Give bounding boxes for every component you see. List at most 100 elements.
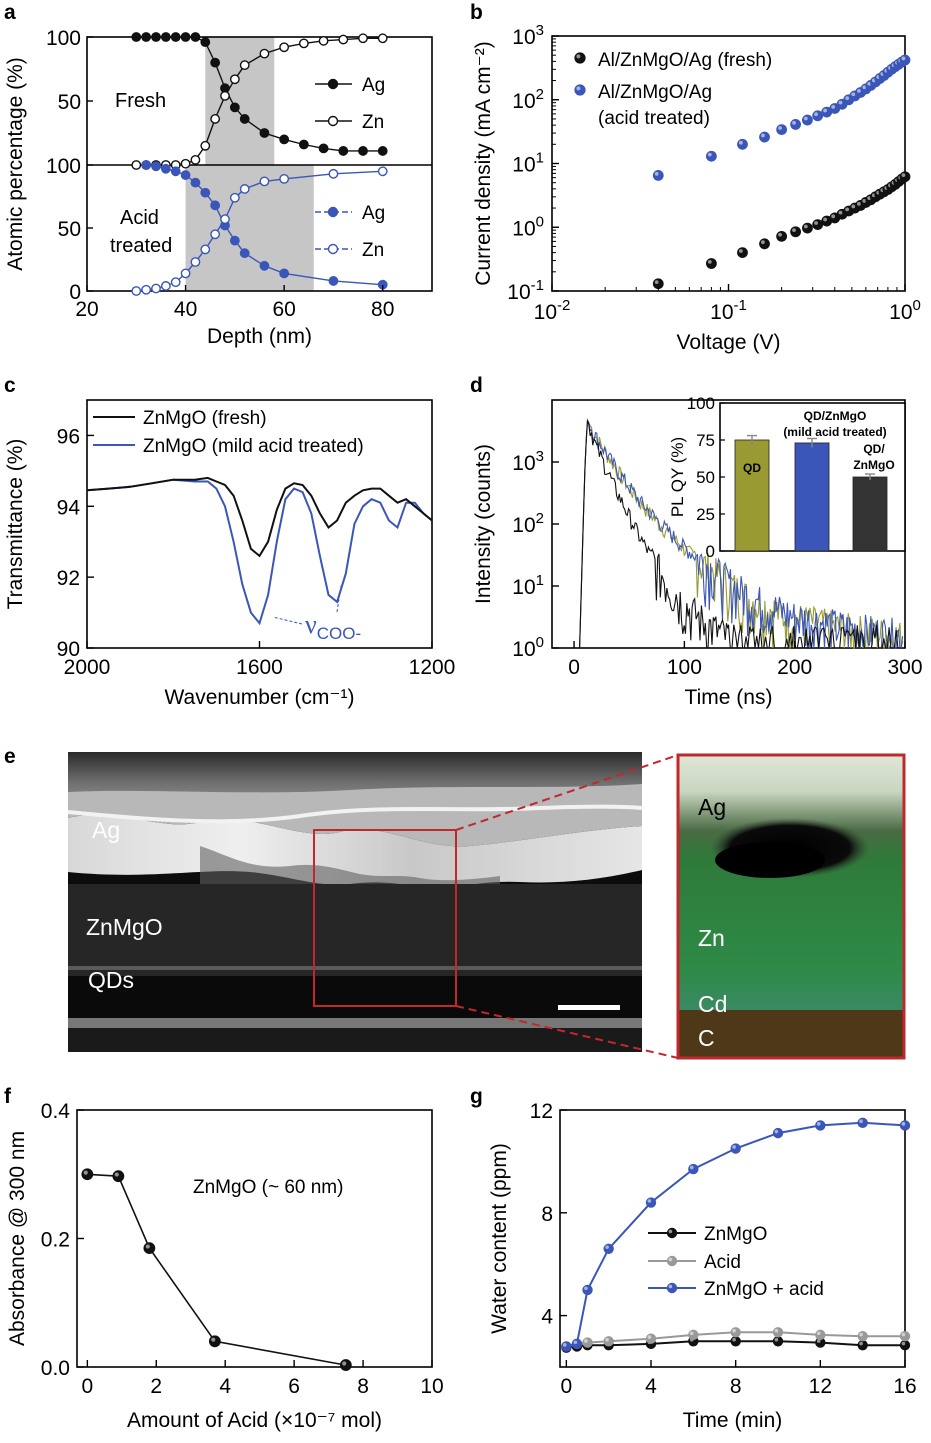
- data-point-znmgo: [899, 1339, 911, 1351]
- data-point-acid-highlight: [831, 104, 836, 109]
- data-point-znmgo-acid: [730, 1143, 741, 1154]
- data-point-absorbance: [208, 1335, 221, 1348]
- legend-marker-acid-ag: [327, 206, 339, 218]
- point-fresh-zn: [239, 60, 250, 71]
- y-tick-label-g: 4: [541, 1306, 553, 1329]
- data-point-acid: [759, 131, 770, 143]
- x-tick-label-c: 2000: [64, 656, 111, 679]
- data-point-znmgo: [857, 1339, 868, 1351]
- point-acid-ag: [170, 166, 181, 177]
- point-fresh-zn: [279, 42, 290, 53]
- point-acid-ag: [229, 235, 240, 246]
- x-tick-label-a: 40: [174, 298, 197, 321]
- eds-label-cd: Cd: [698, 991, 727, 1017]
- legend-marker-fresh-highlight: [576, 54, 581, 59]
- plot-frame-f: [76, 1109, 433, 1368]
- legend-label-acid-ag: Ag: [362, 203, 385, 224]
- inset-bar-label-qdznmgo-1: QD/ZnMgO: [804, 409, 867, 423]
- x-tick-label-f: 10: [420, 1375, 443, 1398]
- panel-letter-c: c: [4, 374, 16, 397]
- y-tick-label-g: 12: [530, 1100, 553, 1123]
- point-fresh-zn: [338, 34, 349, 45]
- legend-label-fresh: ZnMgO (fresh): [143, 408, 267, 429]
- data-point-znmgo-acid: [603, 1243, 614, 1254]
- point-acid-zn: [210, 229, 221, 240]
- legend-label-acid-1: Al/ZnMgO/Ag: [598, 82, 712, 103]
- data-point-znmgo-acid: [815, 1120, 826, 1131]
- data-point-fresh-highlight: [654, 280, 659, 285]
- data-point-acid-highlight: [845, 96, 850, 101]
- legend-label-fresh: Al/ZnMgO/Ag (fresh): [598, 50, 772, 71]
- data-point-acid: [730, 1327, 741, 1338]
- data-point-acid-highlight: [647, 1335, 652, 1339]
- point-fresh-ag: [338, 146, 349, 156]
- point-acid-zn: [131, 286, 142, 296]
- plot-frame-g: [559, 1109, 906, 1368]
- data-point-absorbance-highlight: [211, 1337, 216, 1342]
- inset-y-tick-label: 0: [706, 542, 715, 561]
- data-point-acid-highlight: [816, 1331, 821, 1336]
- point-acid-zn: [170, 277, 181, 288]
- data-point-acid: [802, 114, 813, 126]
- sem-label-ag: Ag: [92, 817, 120, 843]
- x-axis-label-b: Voltage (V): [677, 331, 781, 354]
- data-point-znmgo-highlight: [816, 1339, 821, 1343]
- data-point-acid-highlight: [859, 1332, 863, 1337]
- y-tick-label-g: 8: [541, 1203, 553, 1226]
- legend-marker-fresh-zn: [327, 115, 339, 127]
- point-fresh-zn: [318, 35, 329, 46]
- data-point-znmgo-acid: [772, 1127, 784, 1139]
- data-point-fresh-highlight: [862, 198, 867, 203]
- data-point-acid-highlight: [707, 152, 712, 157]
- x-tick-label-d: 0: [568, 656, 580, 679]
- data-point-acid-highlight: [857, 88, 861, 93]
- data-point-absorbance-highlight: [114, 1172, 119, 1177]
- point-fresh-ag: [239, 114, 250, 124]
- data-point-acid-highlight: [862, 85, 867, 90]
- panel-letter-e: e: [4, 745, 16, 768]
- data-point-fresh-highlight: [761, 240, 765, 245]
- plot-frame-b: [551, 35, 906, 292]
- data-point-znmgo-acid-highlight: [647, 1199, 652, 1203]
- inset-bar: [852, 476, 888, 552]
- y-axis-label-f: Absorbance @ 300 nm: [6, 1131, 29, 1346]
- data-point-acid-highlight: [851, 92, 856, 97]
- y-tick-label-c: 92: [57, 567, 80, 590]
- y-tick-label-a-bot-50: 50: [58, 218, 81, 241]
- legend-marker-acid: [574, 84, 586, 96]
- y-axis-label-g: Water content (ppm): [488, 1143, 511, 1334]
- y-tick-label-a-top-100: 100: [46, 27, 81, 50]
- series-line-fresh: [86, 476, 433, 558]
- data-point-znmgo-acid-highlight: [605, 1245, 609, 1250]
- panel-letter-g: g: [470, 1085, 483, 1108]
- data-point-fresh-highlight: [738, 249, 743, 253]
- data-point-absorbance: [112, 1170, 125, 1183]
- data-point-acid-highlight: [732, 1328, 736, 1333]
- y-tick-label-f: 0.0: [41, 1357, 70, 1380]
- data-point-acid: [790, 119, 802, 130]
- data-point-znmgo-acid-highlight: [689, 1165, 694, 1170]
- data-point-acid: [603, 1336, 614, 1347]
- inset-y-tick-label: 100: [687, 394, 715, 413]
- point-acid-ag: [151, 161, 161, 172]
- data-point-absorbance: [143, 1242, 156, 1255]
- data-point-fresh: [812, 219, 824, 231]
- data-point-acid-highlight: [689, 1331, 694, 1336]
- legend-label-fresh-zn: Zn: [362, 112, 384, 133]
- data-point-absorbance: [81, 1168, 94, 1181]
- y-tick-label-f: 0.2: [41, 1229, 70, 1252]
- legend-label-fresh-ag: Ag: [362, 75, 385, 96]
- legend-label-znmgo-acid: ZnMgO + acid: [704, 1279, 824, 1300]
- point-fresh-zn: [200, 140, 211, 151]
- point-acid-ag: [239, 248, 250, 259]
- data-point-znmgo-acid: [645, 1197, 657, 1208]
- inset-bar-label-qd: QD: [743, 461, 761, 475]
- data-point-absorbance-highlight: [145, 1244, 150, 1249]
- series-line-acid: [86, 478, 433, 626]
- x-tick-label-a: 20: [75, 298, 98, 321]
- eds-map-image: Ag Zn Cd C: [676, 753, 906, 1060]
- data-point-acid: [737, 138, 748, 150]
- data-point-znmgo: [730, 1336, 741, 1347]
- y-axis-label-d: Intensity (counts): [472, 444, 495, 604]
- x-tick-label-c: 1200: [409, 656, 456, 679]
